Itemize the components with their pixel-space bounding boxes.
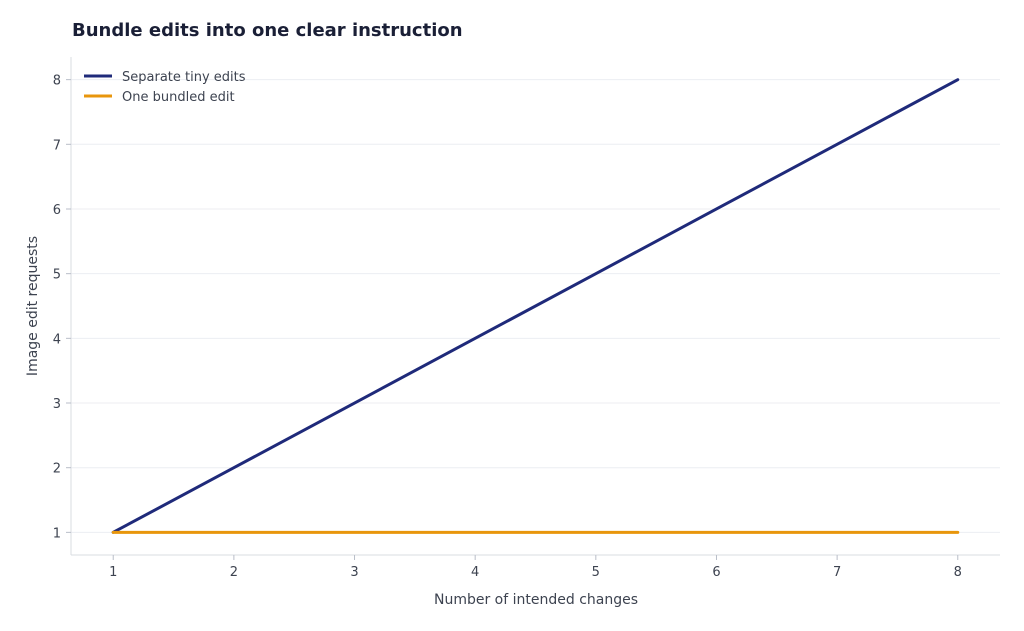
- legend-label-separate-tiny-edits: Separate tiny edits: [122, 70, 246, 85]
- x-tick-label-4: 4: [471, 565, 479, 580]
- y-axis-label: Image edit requests: [25, 236, 41, 376]
- x-tick-label-3: 3: [350, 565, 358, 580]
- x-tick-label-5: 5: [592, 565, 600, 580]
- x-axis-ticks: 1 2 3 4 5 6 7 8: [109, 555, 962, 580]
- x-tick-label-1: 1: [109, 565, 117, 580]
- y-tick-label-8: 8: [53, 74, 61, 89]
- y-tick-label-1: 1: [53, 526, 61, 541]
- y-tick-label-7: 7: [53, 138, 61, 153]
- y-axis-ticks: 1 2 3 4 5 6 7 8: [53, 74, 71, 541]
- x-tick-label-7: 7: [833, 565, 841, 580]
- y-tick-label-2: 2: [53, 462, 61, 477]
- x-tick-label-2: 2: [230, 565, 238, 580]
- x-axis-label: Number of intended changes: [434, 592, 638, 608]
- y-tick-label-6: 6: [53, 203, 61, 218]
- legend: Separate tiny edits One bundled edit: [84, 70, 246, 105]
- chart-title: Bundle edits into one clear instruction: [72, 20, 463, 41]
- y-tick-label-4: 4: [53, 332, 61, 347]
- y-tick-label-3: 3: [53, 397, 61, 412]
- axes: [70, 57, 1000, 556]
- series-line-separate-tiny-edits: [111, 78, 960, 534]
- y-tick-label-5: 5: [53, 268, 61, 283]
- legend-label-one-bundled-edit: One bundled edit: [122, 90, 235, 105]
- x-tick-label-8: 8: [954, 565, 962, 580]
- x-tick-label-6: 6: [712, 565, 720, 580]
- series: [111, 78, 960, 534]
